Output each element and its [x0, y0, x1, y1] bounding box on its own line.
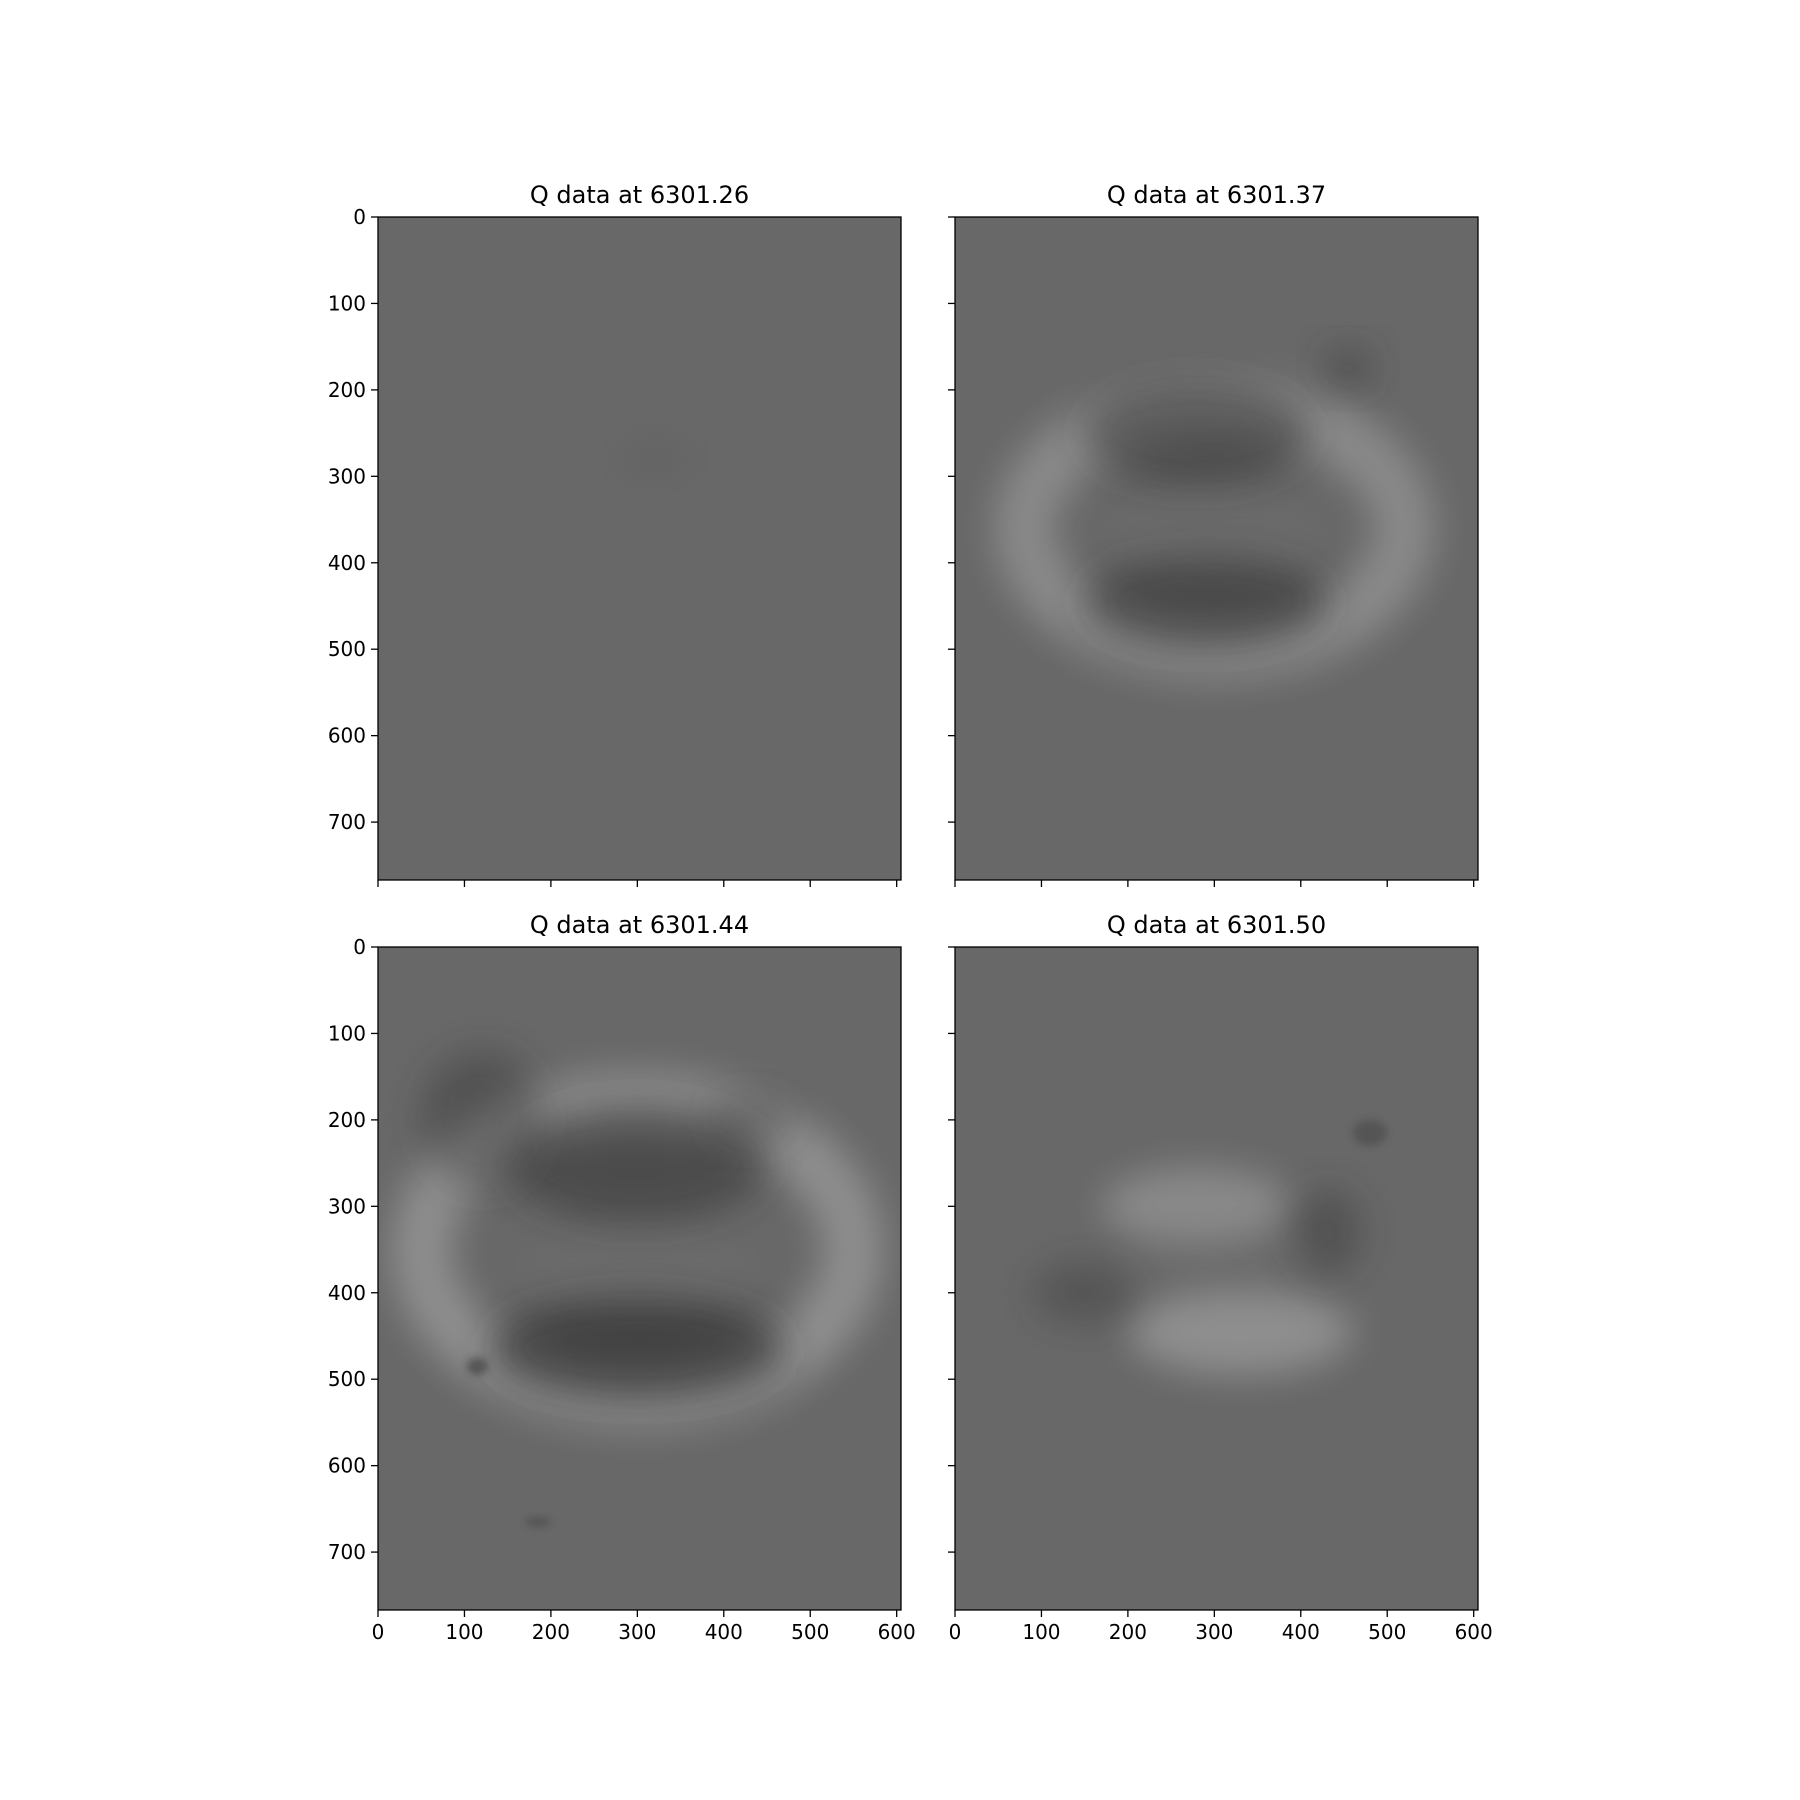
axes-frame — [954, 946, 1479, 1611]
feature-blob — [1084, 381, 1310, 485]
feature-blob — [467, 1357, 488, 1375]
y-tick-label: 600 — [328, 724, 366, 748]
y-tick-label: 200 — [328, 1108, 366, 1132]
y-tick-label: 700 — [328, 1540, 366, 1564]
y-tick-label: 0 — [353, 935, 366, 959]
y-tick-label: 500 — [328, 1367, 366, 1391]
x-tick-label: 100 — [1022, 1620, 1060, 1644]
panel-1: Q data at 6301.26 0 100 200 300 400 500 600 700 — [328, 181, 902, 887]
feature-blob — [1352, 1119, 1388, 1146]
x-tick-label: 200 — [532, 1620, 570, 1644]
y-tick-label: 700 — [328, 810, 366, 834]
y-tick-label: 400 — [328, 1281, 366, 1305]
axes-frame — [954, 216, 1479, 881]
image-features — [1032, 1119, 1388, 1375]
panel-title: Q data at 6301.44 — [530, 911, 749, 939]
feature-blob — [1101, 502, 1327, 572]
y-tick-label: 500 — [328, 637, 366, 661]
x-tick-label: 300 — [618, 1620, 656, 1644]
image-features — [391, 1050, 884, 1528]
x-tick-label: 400 — [1282, 1620, 1320, 1644]
x-tick-label: 500 — [1368, 1620, 1406, 1644]
panel-3: Q data at 6301.44 0 100 200 300 400 500 600 0 100… — [328, 911, 916, 1644]
feature-blob — [516, 1232, 759, 1302]
y-tick-label: 400 — [328, 551, 366, 575]
x-tick-label: 400 — [705, 1620, 743, 1644]
x-tick-label: 300 — [1195, 1620, 1233, 1644]
x-tick-label: 0 — [372, 1620, 385, 1644]
feature-blob — [421, 1050, 543, 1190]
panels: Q data at 6301.260100200300400500600700Q… — [328, 181, 1493, 1644]
feature-blob — [1032, 1262, 1137, 1324]
y-tick-label: 0 — [353, 205, 366, 229]
panel-4: Q data at 6301.50 0 100 200 300 400 500 600 — [948, 911, 1493, 1644]
panel-title: Q data at 6301.50 — [1107, 911, 1326, 939]
feature-blob — [620, 441, 690, 477]
axes-frame — [377, 216, 902, 881]
x-tick-label: 600 — [878, 1620, 916, 1644]
feature-blob — [490, 1297, 785, 1401]
panel-2: Q data at 6301.37 — [948, 181, 1479, 887]
x-tick-label: 600 — [1455, 1620, 1493, 1644]
image-features — [994, 346, 1435, 680]
feature-blob — [1084, 554, 1327, 650]
feature-blob — [706, 1093, 793, 1146]
feature-blob — [507, 1102, 768, 1224]
y-tick-label: 100 — [328, 1021, 366, 1045]
image-background — [378, 217, 901, 880]
x-tick-label: 500 — [791, 1620, 829, 1644]
y-tick-label: 600 — [328, 1454, 366, 1478]
x-tick-label: 0 — [949, 1620, 962, 1644]
y-tick-label: 300 — [328, 1194, 366, 1218]
panel-title: Q data at 6301.37 — [1107, 181, 1326, 209]
panel-title: Q data at 6301.26 — [530, 181, 749, 209]
y-tick-label: 200 — [328, 378, 366, 402]
image-features — [620, 441, 690, 477]
feature-blob — [1127, 1288, 1353, 1375]
x-tick-label: 100 — [445, 1620, 483, 1644]
feature-blob — [524, 1516, 551, 1528]
x-tick-label: 200 — [1109, 1620, 1147, 1644]
axes-frame — [377, 946, 902, 1611]
feature-blob — [1322, 346, 1375, 390]
y-tick-label: 300 — [328, 464, 366, 488]
feature-blob — [1110, 1223, 1319, 1293]
y-tick-label: 100 — [328, 291, 366, 315]
